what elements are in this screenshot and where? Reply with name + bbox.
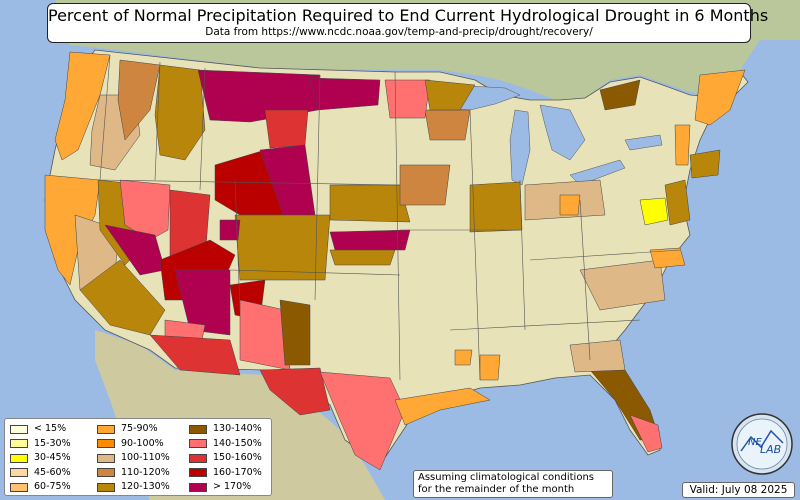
region-md-brown xyxy=(664,179,691,226)
legend-item: 150-160% xyxy=(189,451,262,466)
region-mn-pink xyxy=(384,79,431,119)
legend-item: 130-140% xyxy=(189,422,262,437)
legend-swatch xyxy=(189,453,207,463)
legend-column-1: < 15% 15-30% 30-45% 45-60% 60-75% xyxy=(10,422,71,495)
assumption-note: Assuming climatological conditions for t… xyxy=(413,470,613,498)
region-midwest-brown xyxy=(469,181,523,233)
legend-item: 75-90% xyxy=(97,422,170,437)
note-line-2: for the remainder of the month xyxy=(418,484,575,495)
legend: < 15% 15-30% 30-45% 45-60% 60-75% 75-90%… xyxy=(4,418,272,496)
svg-text:NE: NE xyxy=(748,437,762,448)
lake-huron xyxy=(539,104,586,161)
region-la-orange xyxy=(454,349,473,366)
region-mn-brown xyxy=(424,109,471,141)
legend-swatch xyxy=(10,468,28,478)
region-pacific-nw xyxy=(54,51,111,161)
legend-swatch xyxy=(97,424,115,434)
legend-swatch xyxy=(97,439,115,449)
region-mn-dark xyxy=(424,79,476,111)
region-sc-tan xyxy=(569,339,626,373)
region-ia-brown xyxy=(399,164,451,206)
svg-text:LAB: LAB xyxy=(760,443,781,456)
legend-item: 120-130% xyxy=(97,480,170,495)
state-borders xyxy=(99,54,681,381)
legend-swatch xyxy=(189,482,207,492)
region-ne-orange xyxy=(694,69,746,126)
legend-swatch xyxy=(10,439,28,449)
region-co-brown xyxy=(234,214,331,281)
region-va-orange xyxy=(649,247,686,269)
legend-item: < 15% xyxy=(10,422,71,437)
region-ohio-orange xyxy=(559,194,581,216)
legend-swatch xyxy=(97,453,115,463)
legend-column-2: 75-90% 90-100% 100-110% 110-120% 120-130… xyxy=(97,422,170,495)
region-ca-south xyxy=(79,259,166,336)
region-co-magenta xyxy=(219,219,241,241)
legend-item: 30-45% xyxy=(10,451,71,466)
region-nm-red xyxy=(149,334,241,376)
legend-item: 90-100% xyxy=(97,437,170,452)
region-montana-red xyxy=(264,109,309,149)
legend-swatch xyxy=(10,424,28,434)
legend-swatch xyxy=(10,482,28,492)
region-ny-orange xyxy=(674,124,691,166)
region-ms-orange xyxy=(479,354,501,381)
region-mid-atlantic xyxy=(639,197,669,226)
lake-michigan xyxy=(509,109,531,186)
region-ne-dark xyxy=(599,79,641,111)
map-subtitle: Data from https://www.ncdc.noaa.gov/temp… xyxy=(205,26,593,38)
region-carolina-tan xyxy=(579,259,666,311)
region-nv-pink xyxy=(119,179,171,241)
legend-item: 110-120% xyxy=(97,466,170,481)
note-line-1: Assuming climatological conditions xyxy=(418,472,594,483)
legend-item: 140-150% xyxy=(189,437,262,452)
region-ks-magenta xyxy=(329,229,411,251)
legend-column-3: 130-140% 140-150% 150-160% 160-170% > 17… xyxy=(189,422,262,495)
legend-swatch xyxy=(97,468,115,478)
region-wa-brown xyxy=(117,59,161,141)
legend-item: 160-170% xyxy=(189,466,262,481)
region-ne-brown xyxy=(689,149,721,179)
nelab-logo: NE LAB xyxy=(731,413,793,475)
legend-item: > 170% xyxy=(189,480,262,495)
region-nd-magenta xyxy=(309,77,381,111)
legend-swatch xyxy=(189,424,207,434)
lake-ontario xyxy=(624,134,663,151)
region-ks-dark xyxy=(329,249,396,266)
legend-swatch xyxy=(189,468,207,478)
legend-item: 15-30% xyxy=(10,437,71,452)
valid-date: Valid: July 08 2025 xyxy=(682,482,795,498)
region-tx-pink-south xyxy=(319,371,406,471)
title-box: Percent of Normal Precipitation Required… xyxy=(47,3,769,43)
legend-item: 100-110% xyxy=(97,451,170,466)
legend-swatch xyxy=(97,482,115,492)
legend-swatch xyxy=(10,453,28,463)
region-gulf-orange xyxy=(394,387,491,426)
legend-swatch xyxy=(189,439,207,449)
legend-item: 60-75% xyxy=(10,480,71,495)
region-tx-red xyxy=(259,367,331,416)
region-tx-dark xyxy=(279,299,311,366)
region-ne-brown xyxy=(329,184,411,223)
region-fl-pink xyxy=(629,414,663,453)
map-title: Percent of Normal Precipitation Required… xyxy=(48,6,769,25)
region-az-magenta xyxy=(174,269,231,336)
legend-item: 45-60% xyxy=(10,466,71,481)
